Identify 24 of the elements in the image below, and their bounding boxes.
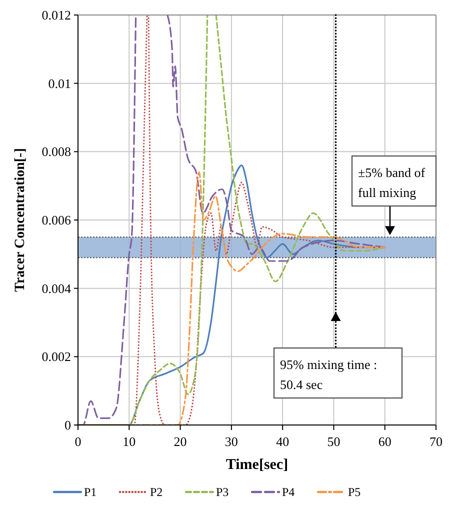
annotation: ±5% band of full mixing — [358, 165, 426, 200]
x-tick-label: 70 — [430, 434, 442, 449]
legend-label: P5 — [348, 485, 361, 499]
y-tick-label: 0.008 — [42, 144, 71, 160]
x-axis-title: Time[sec] — [226, 457, 288, 473]
y-tick-label: 0.01 — [48, 76, 71, 91]
y-tick-label: 0.004 — [42, 280, 72, 296]
x-tick-label: 20 — [174, 434, 187, 449]
y-axis-title: Tracer Concentration[-] — [13, 148, 28, 292]
legend-label: P2 — [150, 485, 163, 499]
legend-label: P3 — [216, 485, 229, 499]
x-tick-label: 30 — [224, 434, 238, 449]
y-tick-label: 0.006 — [42, 212, 72, 228]
x-tick-label: 40 — [276, 434, 290, 449]
y-tick-label: 0.002 — [42, 349, 71, 364]
legend-label: P1 — [84, 485, 97, 499]
annotation: 95% mixing time : 50.4 sec — [280, 357, 378, 392]
x-tick-label: 0 — [74, 434, 82, 449]
y-tick-label: 0.012 — [42, 8, 71, 22]
x-tick-label: 50 — [327, 434, 340, 449]
x-tick-label: 60 — [378, 434, 392, 449]
y-tick-label: 0 — [64, 418, 71, 432]
x-tick-label: 10 — [122, 434, 136, 449]
legend-label: P4 — [282, 485, 295, 499]
